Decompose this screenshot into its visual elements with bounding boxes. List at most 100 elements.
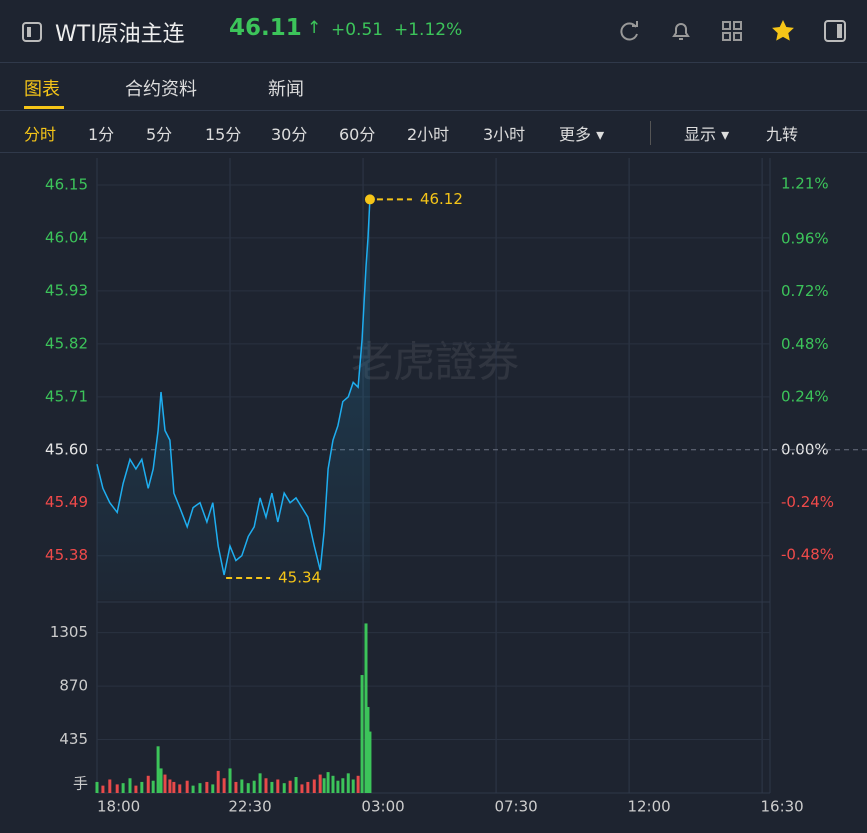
volume-bar xyxy=(360,675,364,793)
high-label: 46.12 xyxy=(420,190,463,208)
y-tick-label: 45.93 xyxy=(45,281,88,299)
active-tab-underline xyxy=(24,106,64,109)
volume-bar xyxy=(288,780,292,793)
volume-bar xyxy=(205,781,209,793)
volume-bar xyxy=(252,780,256,793)
x-tick-label: 18:00 xyxy=(97,798,140,816)
symbol: WTI原油主连 xyxy=(55,22,185,47)
volume-bar xyxy=(300,784,304,793)
y-tick-label: 45.60 xyxy=(45,440,88,458)
change: +0.51 xyxy=(331,20,384,40)
volume-bar xyxy=(356,775,360,793)
grid-icon[interactable] xyxy=(721,20,743,42)
high-marker xyxy=(364,194,375,205)
y-tick-label: 46.04 xyxy=(45,228,88,246)
volume-bar xyxy=(368,731,372,793)
volume-bar xyxy=(331,775,335,793)
volume-tick-label: 870 xyxy=(59,677,88,695)
volume-bar xyxy=(282,783,286,793)
sidebar-icon[interactable] xyxy=(824,20,846,42)
volume-bar xyxy=(156,746,160,793)
volume-bar xyxy=(211,784,215,793)
volume-bar xyxy=(128,778,132,793)
y2-tick-label: 0.24% xyxy=(781,388,829,406)
y2-tick-label: 1.21% xyxy=(781,175,829,193)
more-label: 更多 xyxy=(559,125,592,144)
panel-icon[interactable] xyxy=(22,22,42,42)
x-tick-label: 03:00 xyxy=(361,798,404,816)
volume-bar xyxy=(306,781,310,793)
volume-bar xyxy=(216,770,220,793)
volume-bar xyxy=(258,773,262,793)
volume-bar xyxy=(178,784,182,793)
x-tick-label: 07:30 xyxy=(494,798,537,816)
volume-bar xyxy=(146,775,150,793)
volume-bar xyxy=(172,781,176,793)
volume-bar xyxy=(121,783,125,793)
y2-tick-label: -0.24% xyxy=(781,493,834,511)
y-tick-label: 45.49 xyxy=(45,493,88,511)
volume-bar xyxy=(95,781,99,793)
period-button[interactable]: 分时 xyxy=(24,125,57,144)
y2-tick-label: 0.96% xyxy=(781,230,829,248)
volume-bar xyxy=(115,784,119,793)
volume-unit: 手 xyxy=(73,775,88,793)
x-tick-label: 16:30 xyxy=(760,798,803,816)
volume-bar xyxy=(336,780,340,793)
volume-tick-label: 1305 xyxy=(50,623,88,641)
volume-bar xyxy=(222,778,226,793)
volume-bar xyxy=(318,774,322,793)
favorite-icon[interactable] xyxy=(771,19,795,43)
volume-bar xyxy=(108,779,112,793)
x-tick-label: 22:30 xyxy=(228,798,271,816)
display-menu[interactable]: 显示 ▾ xyxy=(684,125,730,144)
y-tick-label: 45.82 xyxy=(45,334,88,352)
y2-tick-label: 0.00% xyxy=(781,440,829,458)
y-tick-label: 45.38 xyxy=(45,546,88,564)
volume-bar xyxy=(246,783,250,793)
tab-bar: 图表 合约资料 新闻 xyxy=(0,63,867,111)
bell-icon[interactable] xyxy=(670,20,692,42)
volume-bar xyxy=(168,779,172,793)
y2-tick-label: -0.48% xyxy=(781,546,834,564)
volume-bar xyxy=(151,780,155,793)
period-button[interactable]: 5分 xyxy=(146,125,173,144)
refresh-icon[interactable] xyxy=(619,20,641,42)
volume-bar xyxy=(134,785,138,793)
volume-bar xyxy=(341,778,345,793)
more-menu[interactable]: 更多 ▾ xyxy=(559,125,605,144)
low-label: 45.34 xyxy=(278,568,321,586)
y2-tick-label: 0.72% xyxy=(781,282,829,300)
period-button[interactable]: 60分 xyxy=(339,125,376,144)
volume-bar xyxy=(270,781,274,793)
volume-bar xyxy=(312,779,316,793)
volume-bar xyxy=(326,772,330,793)
volume-bar xyxy=(366,706,370,793)
watermark: 老虎證券 xyxy=(351,338,519,387)
period-button[interactable]: 3小时 xyxy=(483,125,526,144)
period-button[interactable]: 2小时 xyxy=(407,125,450,144)
tab[interactable]: 新闻 xyxy=(268,79,304,100)
y2-tick-label: 0.48% xyxy=(781,335,829,353)
volume-bar xyxy=(140,781,144,793)
separator xyxy=(650,121,651,145)
volume-bar xyxy=(294,777,298,793)
tab[interactable]: 合约资料 xyxy=(125,79,197,100)
nine-turn[interactable]: 九转 xyxy=(766,125,799,144)
display-label: 显示 xyxy=(684,125,717,144)
tab[interactable]: 图表 xyxy=(24,79,60,100)
volume-bar xyxy=(101,785,105,793)
volume-bar xyxy=(240,779,244,793)
volume-bar xyxy=(322,778,326,793)
period-button[interactable]: 30分 xyxy=(271,125,308,144)
y-tick-label: 45.71 xyxy=(45,387,88,405)
y-tick-label: 46.15 xyxy=(45,175,88,193)
up-arrow: ↑ xyxy=(307,18,322,38)
volume-bar xyxy=(163,774,167,793)
period-button[interactable]: 1分 xyxy=(88,125,115,144)
period-button[interactable]: 15分 xyxy=(205,125,242,144)
volume-bar xyxy=(276,779,280,793)
last-price: 46.11 xyxy=(229,15,302,41)
price-area xyxy=(97,199,370,600)
